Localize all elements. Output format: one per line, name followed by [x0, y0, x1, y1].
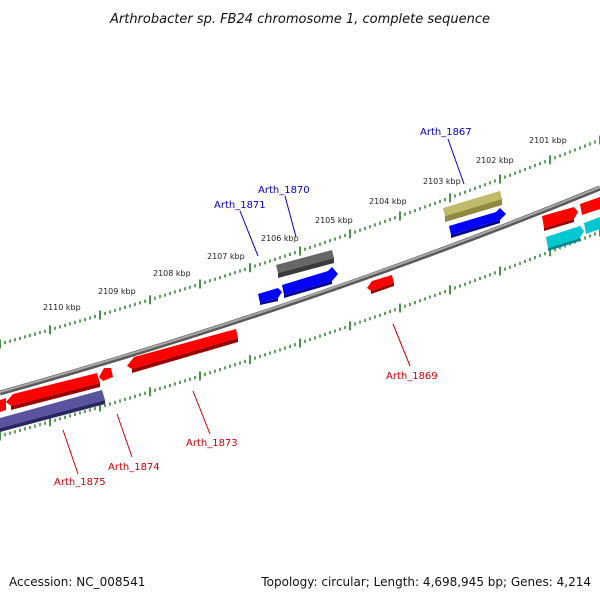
genome-summary: Topology: circular; Length: 4,698,945 bp…	[260, 575, 591, 589]
label-leaders	[62, 138, 465, 475]
gene-right-cyan-2[interactable]	[584, 217, 600, 234]
label-arth-1869[interactable]: Arth_1869	[386, 371, 438, 382]
leader-arth-1875	[62, 429, 79, 475]
label-arth-1867[interactable]: Arth_1867	[420, 127, 472, 138]
gene-arth-1874[interactable]	[99, 368, 113, 381]
gene-right-red-2[interactable]	[580, 197, 600, 215]
leader-arth-1871	[239, 210, 259, 257]
gene-arth-1870[interactable]	[276, 250, 334, 278]
ruler-label-2108: 2108 kbp	[153, 269, 191, 278]
ruler-label-2104: 2104 kbp	[369, 197, 407, 206]
map-title: Arthrobacter sp. FB24 chromosome 1, comp…	[109, 12, 490, 27]
gene-right-cyan-1[interactable]	[546, 226, 584, 251]
leader-arth-1867	[447, 138, 465, 185]
gene-arth-1875-strand[interactable]	[0, 390, 105, 432]
ruler-label-2110: 2110 kbp	[43, 303, 81, 312]
label-arth-1873[interactable]: Arth_1873	[186, 438, 238, 449]
ruler-label-2107: 2107 kbp	[207, 252, 245, 261]
ruler-label-2101: 2101 kbp	[529, 136, 567, 145]
label-arth-1874[interactable]: Arth_1874	[108, 462, 160, 473]
chromosome-backbone	[0, 186, 600, 393]
leader-arth-1870	[284, 195, 297, 238]
label-arth-1875[interactable]: Arth_1875	[54, 477, 106, 488]
gene-arth-1867-strand[interactable]	[449, 208, 506, 238]
ruler-label-2106: 2106 kbp	[261, 234, 299, 243]
ruler-label-2105: 2105 kbp	[315, 216, 353, 225]
label-arth-1870[interactable]: Arth_1870	[258, 185, 310, 196]
ruler-ticks	[0, 135, 600, 441]
forward-genes	[258, 191, 600, 305]
ruler-label-2102: 2102 kbp	[476, 156, 514, 165]
leader-arth-1873	[192, 390, 211, 435]
gene-left-edge-red[interactable]	[0, 398, 6, 412]
ruler-labels: 2101 kbp 2102 kbp 2103 kbp 2104 kbp 2105…	[43, 136, 567, 312]
gene-arth-1870-strand[interactable]	[282, 267, 338, 298]
gene-arth-1871[interactable]	[258, 288, 282, 305]
gene-arth-1875[interactable]	[6, 373, 100, 410]
ruler-label-2109: 2109 kbp	[98, 287, 136, 296]
gene-arth-1873[interactable]	[127, 329, 238, 373]
leader-arth-1874	[116, 413, 133, 458]
gene-arth-1869[interactable]	[367, 275, 394, 294]
reverse-genes	[0, 275, 394, 432]
gene-labels: Arth_1867 Arth_1870 Arth_1871 Arth_1869 …	[54, 127, 472, 488]
ruler-label-2103: 2103 kbp	[423, 177, 461, 186]
gene-arth-1867[interactable]	[443, 191, 502, 222]
label-arth-1871[interactable]: Arth_1871	[214, 200, 266, 211]
gene-right-red-1[interactable]	[542, 207, 578, 231]
leader-arth-1869	[392, 323, 411, 367]
accession-text: Accession: NC_008541	[9, 575, 145, 589]
